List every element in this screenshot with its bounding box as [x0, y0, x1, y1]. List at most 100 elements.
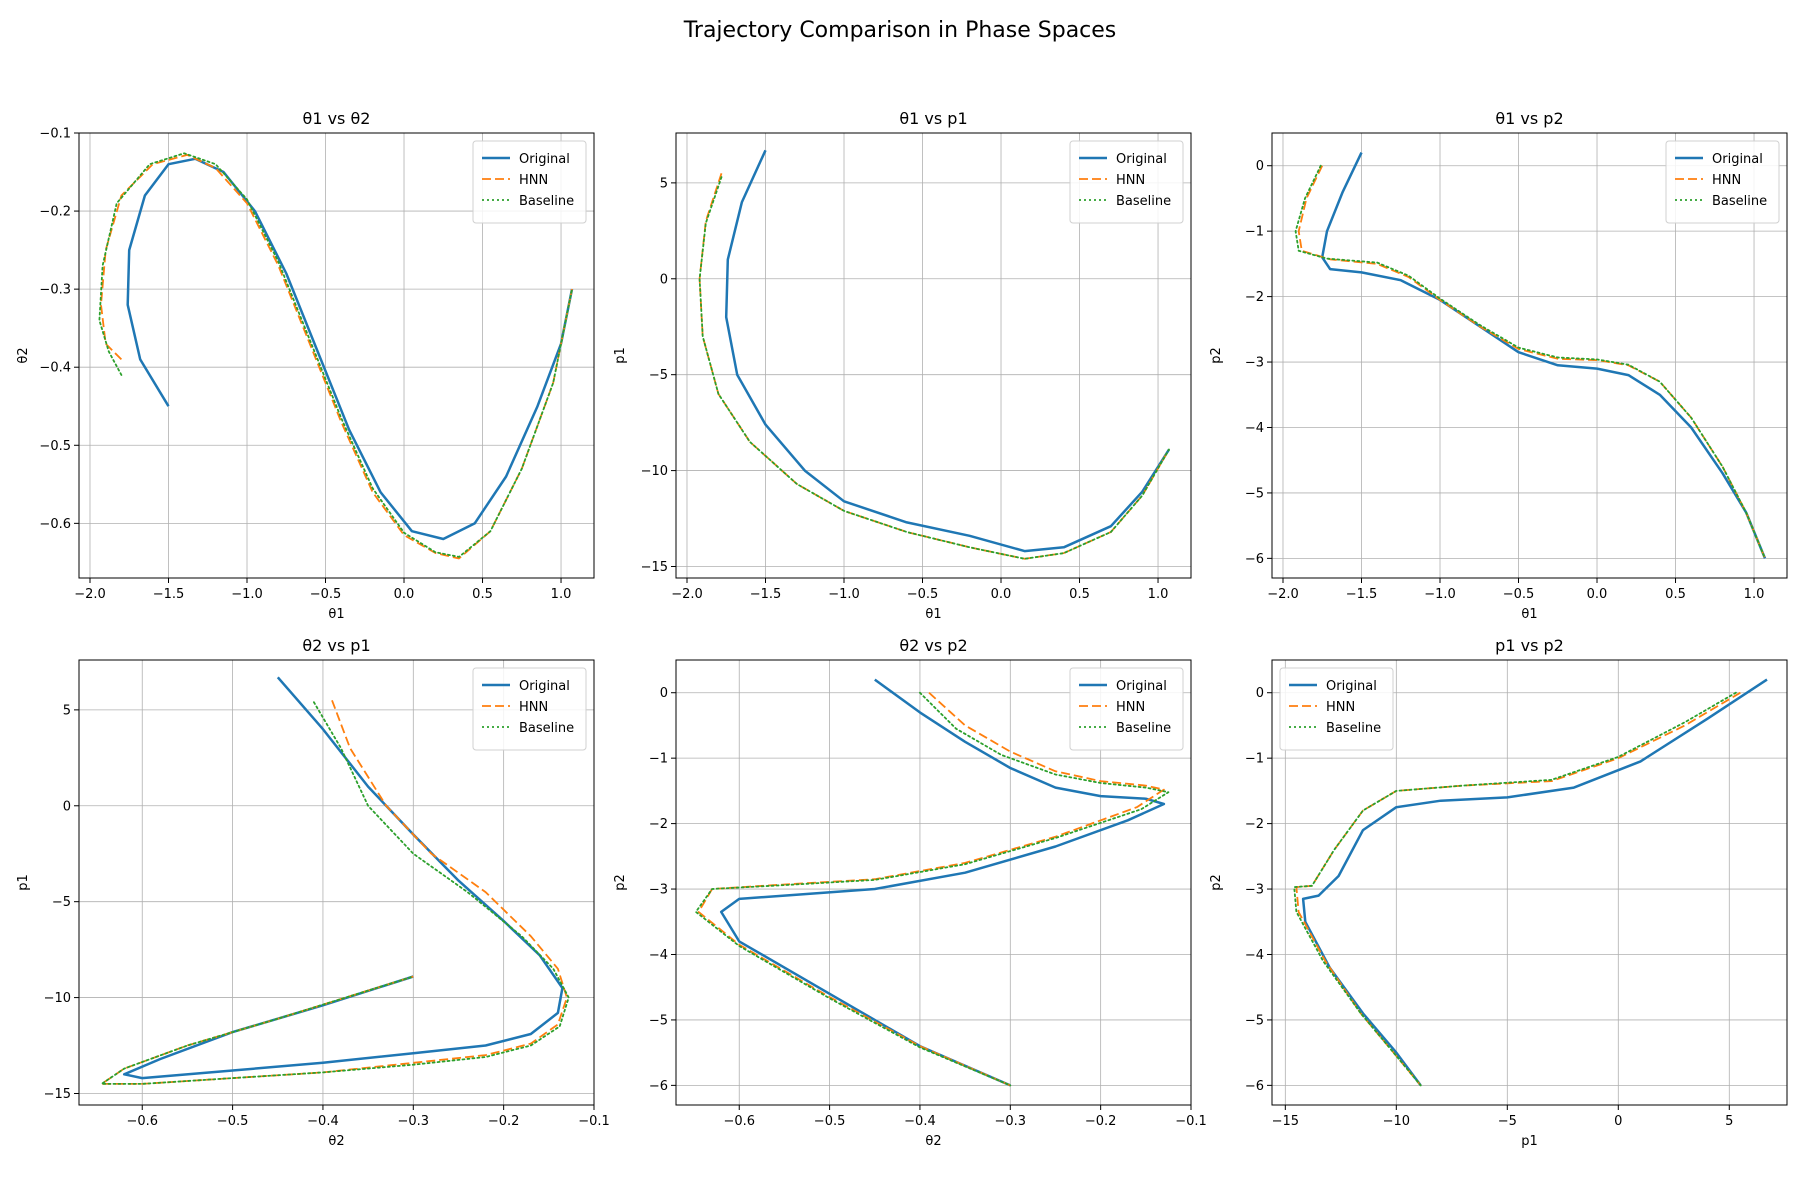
- legend-label-hnn: HNN: [519, 700, 548, 715]
- legend-label-original: Original: [1326, 679, 1377, 694]
- x-tick-label: 0: [1614, 1114, 1622, 1129]
- legend-label-hnn: HNN: [1712, 173, 1741, 188]
- x-tick-label: −2.0: [74, 587, 106, 602]
- y-tick-label: 5: [660, 176, 668, 191]
- legend-box: [1069, 140, 1184, 224]
- series-line-baseline: [695, 691, 1170, 1087]
- y-tick-label: 0: [660, 686, 668, 701]
- x-tick-label: −1.5: [1346, 587, 1378, 602]
- subplot-3: −2.0 −1.5 −1.0 −0.5 0.0 0.5 1.0 −6 −5 −4 −3 −2 −1 0 θ1…: [1209, 109, 1788, 622]
- y-tick-label: −10: [44, 991, 71, 1006]
- x-tick-label: −5: [1498, 1114, 1517, 1129]
- y-tick-label: −1: [1245, 752, 1264, 767]
- legend: Original HNN Baseline: [1069, 140, 1184, 224]
- legend-label-original: Original: [519, 679, 570, 694]
- y-tick-label: −15: [44, 1087, 71, 1102]
- y-tick-label: −0.3: [39, 283, 71, 298]
- y-tick-label: −6: [1245, 1079, 1264, 1094]
- legend-box: [472, 140, 587, 224]
- series-line-baseline: [1294, 164, 1766, 560]
- y-axis-label: p1: [613, 347, 628, 364]
- legend: Original HNN Baseline: [472, 667, 587, 751]
- plot-frame: [78, 659, 595, 1106]
- series-line-original: [719, 678, 1166, 1087]
- x-tick-label: −10: [1383, 1114, 1410, 1129]
- y-tick-label: 0: [63, 799, 71, 814]
- legend-box: [1279, 667, 1394, 751]
- y-tick-label: −15: [641, 560, 668, 575]
- x-tick-label: 0.0: [1587, 587, 1608, 602]
- x-tick-label: −0.5: [1503, 587, 1535, 602]
- subplot-title: θ1 vs p1: [899, 109, 967, 128]
- x-tick-label: 0.0: [394, 587, 415, 602]
- legend-label-hnn: HNN: [1116, 700, 1145, 715]
- x-tick-label: −1.0: [1424, 587, 1456, 602]
- y-tick-label: −0.5: [39, 439, 71, 454]
- series-line-original: [1320, 152, 1767, 559]
- subplot-title: p1 vs p2: [1495, 636, 1564, 655]
- x-axis-label: θ2: [328, 1134, 344, 1149]
- y-tick-label: −6: [649, 1079, 668, 1094]
- y-tick-label: −10: [641, 464, 668, 479]
- y-tick-label: −0.1: [39, 127, 71, 142]
- y-tick-label: −3: [1245, 356, 1264, 371]
- x-tick-label: −0.4: [307, 1114, 339, 1129]
- legend-label-original: Original: [1116, 679, 1167, 694]
- legend-label-baseline: Baseline: [1116, 721, 1171, 736]
- y-tick-label: −4: [1245, 421, 1264, 436]
- subplot-2: −2.0 −1.5 −1.0 −0.5 0.0 0.5 1.0 −15 −10 −5 0 5 θ1 vs…: [613, 109, 1192, 622]
- y-tick-label: −4: [649, 948, 668, 963]
- legend-label-hnn: HNN: [1326, 700, 1355, 715]
- y-tick-label: −0.2: [39, 205, 71, 220]
- y-axis-label: p1: [16, 874, 31, 891]
- legend-label-hnn: HNN: [519, 173, 548, 188]
- x-axis-label: θ2: [925, 1134, 941, 1149]
- plot-frame: [1271, 659, 1788, 1106]
- plot-frame: [675, 659, 1192, 1106]
- y-axis-label: p2: [613, 874, 628, 891]
- y-tick-label: 0: [1256, 686, 1264, 701]
- plot-frame: [1271, 132, 1788, 579]
- subplot-5: −0.6 −0.5 −0.4 −0.3 −0.2 −0.1 −6 −5 −4 −3 −2 −1 0 θ2 …: [613, 636, 1207, 1149]
- y-axis-label: p2: [1209, 874, 1224, 891]
- y-tick-label: −2: [1245, 290, 1264, 305]
- subplot-title: θ2 vs p2: [899, 636, 967, 655]
- x-axis-label: p1: [1521, 1134, 1538, 1149]
- series-line-baseline: [98, 152, 573, 558]
- x-tick-label: −0.2: [1085, 1114, 1117, 1129]
- legend-label-original: Original: [1116, 152, 1167, 167]
- x-tick-label: 0.0: [991, 587, 1012, 602]
- subplot-title: θ2 vs p1: [302, 636, 370, 655]
- series-line-hnn: [698, 173, 1170, 560]
- x-axis-label: θ1: [1521, 607, 1537, 622]
- subplot-4: −0.6 −0.5 −0.4 −0.3 −0.2 −0.1 −15 −10 −5 0 5 θ2 vs …: [16, 636, 610, 1149]
- legend: Original HNN Baseline: [1665, 140, 1780, 224]
- legend: Original HNN Baseline: [472, 140, 587, 224]
- x-tick-label: −0.4: [904, 1114, 936, 1129]
- y-tick-label: −3: [649, 883, 668, 898]
- y-tick-label: −5: [1245, 486, 1264, 501]
- legend-label-hnn: HNN: [1116, 173, 1145, 188]
- series-line-hnn: [697, 692, 1165, 1087]
- y-tick-label: 0: [1256, 159, 1264, 174]
- legend-box: [1665, 140, 1780, 224]
- x-tick-label: 0.5: [1665, 587, 1686, 602]
- x-axis-label: θ1: [328, 607, 344, 622]
- y-tick-label: −2: [1245, 817, 1264, 832]
- plot-frame: [78, 132, 595, 579]
- y-tick-label: −5: [1245, 1013, 1264, 1028]
- y-tick-label: 0: [660, 272, 668, 287]
- x-tick-label: −0.6: [126, 1114, 158, 1129]
- x-tick-label: 1.0: [551, 587, 572, 602]
- y-tick-label: −5: [649, 1013, 668, 1028]
- x-tick-label: −0.2: [488, 1114, 520, 1129]
- x-tick-label: 0.5: [1069, 587, 1090, 602]
- x-tick-label: 0.5: [472, 587, 493, 602]
- x-tick-label: 5: [1725, 1114, 1733, 1129]
- series-line-baseline: [698, 176, 1170, 560]
- subplot-title: θ1 vs θ2: [303, 109, 371, 128]
- x-axis-label: θ1: [925, 607, 941, 622]
- x-tick-label: −0.6: [723, 1114, 755, 1129]
- legend-label-baseline: Baseline: [1326, 721, 1381, 736]
